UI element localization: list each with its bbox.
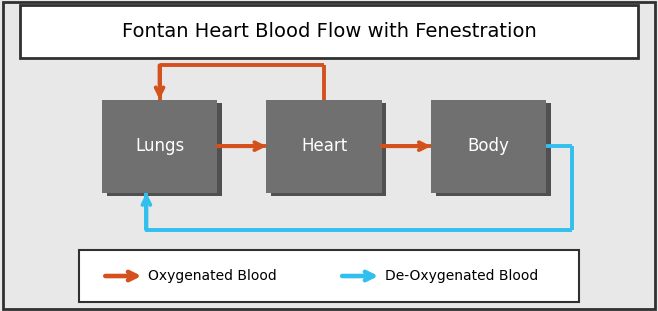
Text: Fontan Heart Blood Flow with Fenestration: Fontan Heart Blood Flow with Fenestratio… <box>122 21 536 41</box>
FancyBboxPatch shape <box>431 100 546 193</box>
FancyBboxPatch shape <box>107 103 222 196</box>
FancyBboxPatch shape <box>102 100 217 193</box>
FancyBboxPatch shape <box>20 5 638 58</box>
FancyBboxPatch shape <box>266 100 382 193</box>
Text: De-Oxygenated Blood: De-Oxygenated Blood <box>385 269 538 283</box>
Text: Oxygenated Blood: Oxygenated Blood <box>148 269 277 283</box>
Text: Lungs: Lungs <box>135 137 184 155</box>
Text: Heart: Heart <box>301 137 347 155</box>
Text: Body: Body <box>468 137 509 155</box>
FancyBboxPatch shape <box>271 103 386 196</box>
FancyBboxPatch shape <box>79 250 579 302</box>
FancyBboxPatch shape <box>436 103 551 196</box>
